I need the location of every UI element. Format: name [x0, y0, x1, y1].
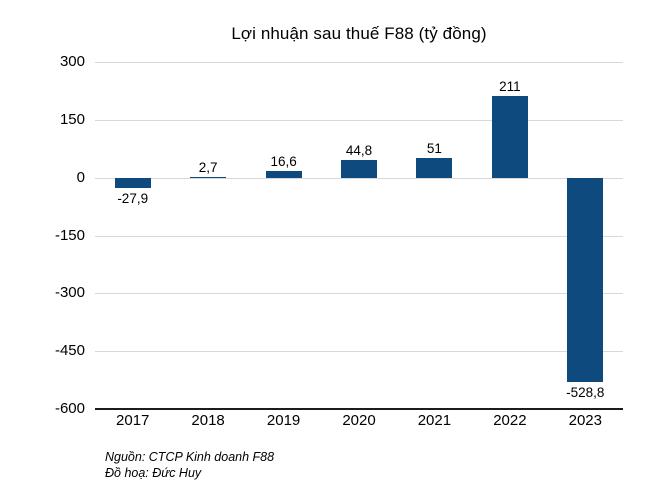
- y-tick-label: -600: [54, 400, 85, 417]
- gridline: [95, 235, 623, 237]
- y-tick-label: 0: [76, 168, 85, 186]
- bar-value-label: -528,8: [566, 384, 605, 400]
- bar-value-label: 2,7: [198, 159, 218, 175]
- plot-area: -27,9 2,7 16,6 44,8 51 211 -528,8: [95, 62, 623, 409]
- bar-value-label: -27,9: [117, 191, 149, 207]
- bar-2021: [416, 158, 453, 178]
- y-tick-label: -300: [54, 284, 85, 302]
- x-axis-line: [95, 408, 623, 410]
- bar-2019: [265, 171, 302, 178]
- y-tick-label: 150: [59, 110, 85, 128]
- bar-value-label: 16,6: [270, 154, 297, 170]
- gridline: [95, 177, 623, 179]
- gridline: [95, 351, 623, 353]
- credit-text: Đồ hoạ: Đức Huy: [105, 466, 202, 480]
- bar-value-label: 211: [499, 79, 521, 95]
- x-tick-label: 2017: [116, 412, 150, 429]
- bar-2017: [114, 177, 151, 189]
- chart-title: Lợi nhuận sau thuế F88 (tỷ đồng): [231, 24, 487, 43]
- y-tick-label: -150: [54, 226, 85, 244]
- gridline: [95, 119, 623, 121]
- y-tick-label: -450: [54, 342, 85, 360]
- bar-value-label: 51: [426, 141, 442, 156]
- gridline: [95, 62, 623, 63]
- gridline: [95, 293, 623, 295]
- bar-2018: [190, 176, 227, 178]
- y-axis-labels: 300 150 0 -150 -300 -450 -600: [0, 54, 85, 417]
- x-tick-label: 2018: [191, 412, 225, 429]
- bar-2023: [567, 177, 604, 382]
- footer: Nguồn: CTCP Kinh doanh F88 Đồ hoạ: Đức H…: [105, 449, 274, 481]
- y-tick-label: 300: [59, 53, 85, 70]
- x-tick-label: 2022: [493, 412, 527, 429]
- x-tick-label: 2019: [266, 412, 301, 429]
- x-axis-labels: 2017 2018 2019 2020 2021 2022 2023: [95, 413, 623, 433]
- x-tick-label: 2023: [568, 412, 602, 429]
- bar-value-label: 44,8: [345, 143, 373, 159]
- x-tick-label: 2020: [342, 412, 376, 429]
- bar-2022: [491, 96, 528, 178]
- bar-2020: [341, 160, 377, 178]
- source-text: Nguồn: CTCP Kinh doanh F88: [105, 450, 275, 464]
- x-tick-label: 2021: [417, 412, 452, 429]
